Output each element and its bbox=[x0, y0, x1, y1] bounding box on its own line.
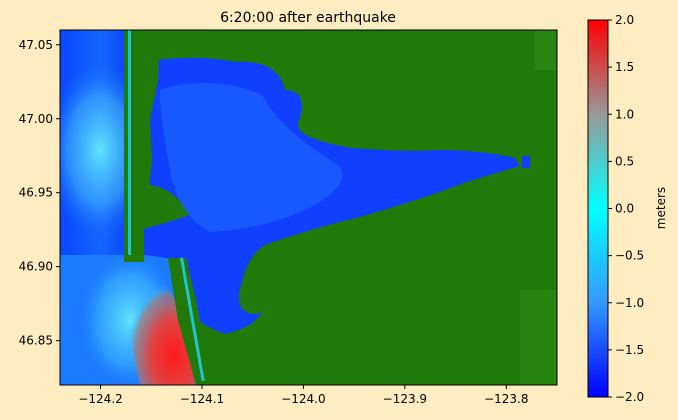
x-tick-label: −124.0 bbox=[281, 392, 325, 406]
x-tick-label: −124.2 bbox=[78, 392, 122, 406]
wave-crest bbox=[127, 265, 205, 385]
colorbar-tick-label: 0.5 bbox=[615, 154, 634, 168]
terrain-block bbox=[520, 290, 557, 385]
x-tick-label: −123.8 bbox=[484, 392, 528, 406]
x-tick-label: −123.9 bbox=[383, 392, 427, 406]
colorbar-tick-label: −0.5 bbox=[615, 249, 644, 263]
colorbar-tick-label: −1.5 bbox=[615, 343, 644, 357]
river-channel bbox=[439, 158, 516, 182]
terrain-block bbox=[535, 30, 557, 70]
colorbar-label: meters bbox=[654, 187, 668, 229]
x-axis: −124.2 −124.1 −124.0 −123.9 −123.8 bbox=[78, 385, 528, 406]
colorbar-tick-label: 2.0 bbox=[615, 13, 634, 27]
colorbar-axis: −2.0 −1.5 −1.0 −0.5 0.0 0.5 1.0 1.5 2.0 bbox=[608, 13, 644, 404]
chart-title: 6:20:00 after earthquake bbox=[220, 10, 396, 26]
plot-frame bbox=[59, 29, 558, 386]
south-surf-line bbox=[180, 257, 205, 382]
colorbar bbox=[587, 19, 609, 398]
colorbar-tick-label: 0.0 bbox=[615, 202, 634, 216]
y-tick-label: 47.00 bbox=[19, 112, 53, 126]
y-tick-label: 47.05 bbox=[19, 38, 53, 52]
heatmap-image bbox=[60, 30, 557, 385]
y-tick-label: 46.85 bbox=[19, 334, 53, 348]
colorbar-tick-label: 1.0 bbox=[615, 107, 634, 121]
x-tick-label: −124.1 bbox=[180, 392, 224, 406]
bay-inner bbox=[160, 83, 343, 233]
y-tick-label: 46.95 bbox=[19, 186, 53, 200]
river-mouth bbox=[522, 156, 530, 168]
peninsula-surf-line bbox=[128, 30, 131, 255]
colorbar-tick-label: 1.5 bbox=[615, 60, 634, 74]
peninsula-east bbox=[144, 30, 160, 210]
y-tick-label: 46.90 bbox=[19, 260, 53, 274]
north-peninsula bbox=[124, 30, 144, 262]
south-spit bbox=[168, 258, 212, 385]
colorbar-tick-label: −1.0 bbox=[615, 296, 644, 310]
y-axis: 46.85 46.90 46.95 47.00 47.05 bbox=[19, 38, 60, 348]
colorbar-tick-label: −2.0 bbox=[615, 390, 644, 404]
